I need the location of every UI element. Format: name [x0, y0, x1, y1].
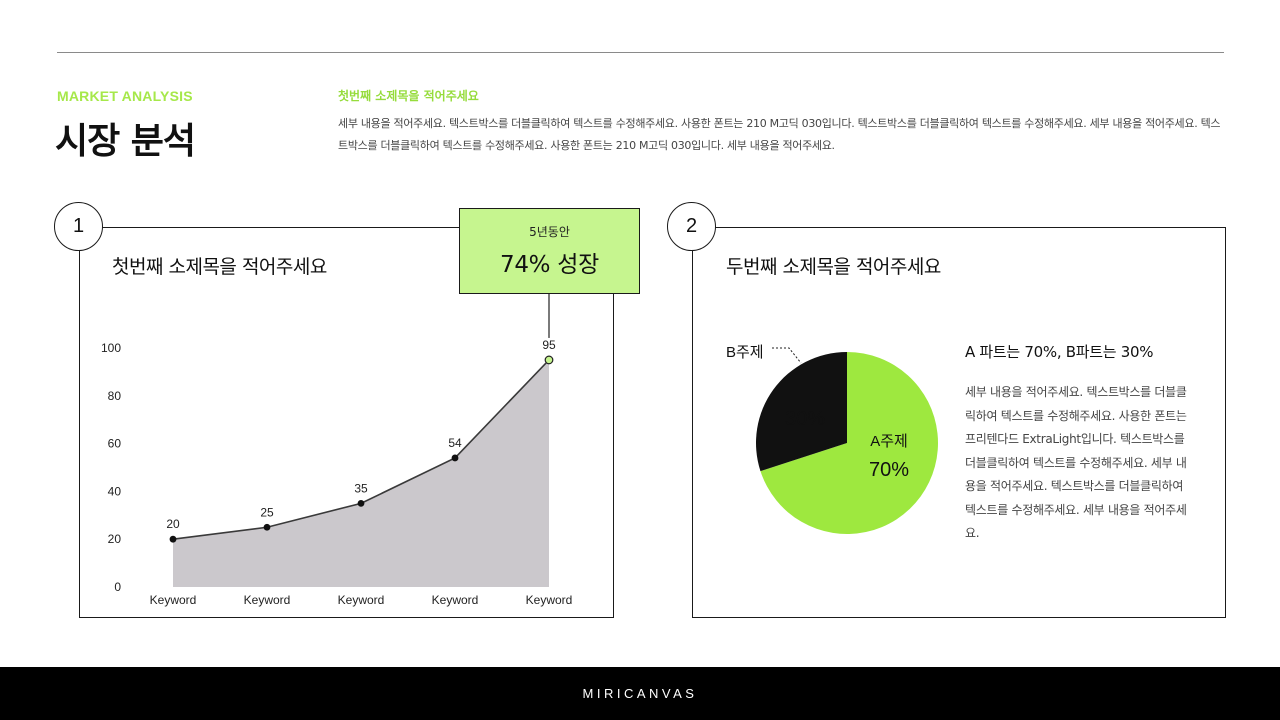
data-point — [263, 523, 271, 531]
data-point — [169, 535, 177, 543]
data-label: 54 — [448, 436, 462, 450]
growth-callout: 5년동안 74% 성장 — [459, 208, 640, 294]
section-eyebrow: MARKET ANALYSIS — [57, 88, 193, 104]
header-subtitle: 첫번째 소제목을 적어주세요 — [338, 89, 479, 103]
x-tick-label: Keyword — [526, 593, 573, 607]
x-tick-label: Keyword — [432, 593, 479, 607]
y-tick-label: 100 — [101, 341, 121, 355]
top-divider — [57, 52, 1224, 53]
x-tick-label: Keyword — [338, 593, 385, 607]
pie-slice — [756, 352, 848, 472]
x-tick-label: Keyword — [150, 593, 197, 607]
data-label: 95 — [542, 338, 556, 352]
panel-number-badge-2: 2 — [667, 202, 716, 251]
footer-brand: MIRICANVAS — [582, 686, 698, 701]
y-tick-label: 60 — [108, 437, 122, 451]
panel2-title: 두번째 소제목을 적어주세요 — [726, 256, 941, 278]
page-title: 시장 분석 — [55, 121, 196, 162]
y-tick-label: 40 — [108, 484, 122, 498]
callout-value: 74% 성장 — [500, 252, 599, 278]
data-point — [451, 454, 459, 462]
panel1-title: 첫번째 소제목을 적어주세요 — [112, 256, 327, 278]
pie-slice-value: 70% — [869, 459, 909, 481]
panel-number-badge-1: 1 — [54, 202, 103, 251]
data-label: 35 — [354, 481, 368, 495]
pie-slice-name: A주제 — [870, 433, 908, 450]
pie-description: 세부 내용을 적어주세요. 텍스트박스를 더블클릭하여 텍스트를 수정해주세요.… — [965, 385, 1187, 540]
data-label: 25 — [260, 505, 274, 519]
data-point — [544, 355, 554, 365]
header-description: 세부 내용을 적어주세요. 텍스트박스를 더블클릭하여 텍스트를 수정해주세요.… — [338, 117, 1221, 152]
data-label: 20 — [166, 517, 180, 531]
y-tick-label: 0 — [114, 580, 121, 594]
pie-slice-value: 30% — [785, 408, 825, 430]
pie-heading: A 파트는 70%, B파트는 30% — [965, 343, 1154, 361]
y-tick-label: 20 — [108, 532, 122, 546]
area-fill — [173, 359, 549, 587]
pie-slice — [760, 352, 939, 534]
pie-leader-line — [772, 347, 802, 364]
pie-slice-name: B주제 — [726, 344, 764, 361]
callout-caption: 5년동안 — [529, 225, 570, 239]
x-tick-label: Keyword — [244, 593, 291, 607]
y-tick-label: 80 — [108, 389, 122, 403]
footer-bar: MIRICANVAS — [0, 667, 1280, 720]
data-point — [357, 499, 365, 507]
